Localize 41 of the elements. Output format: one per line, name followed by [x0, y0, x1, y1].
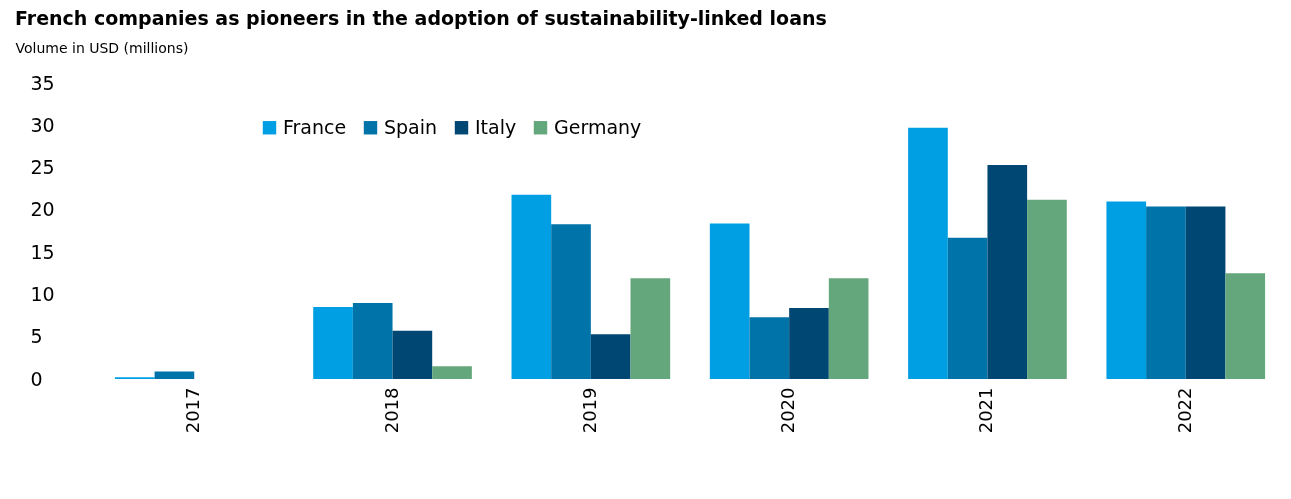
y-tick-label: 0 — [30, 367, 43, 390]
bar — [352, 302, 393, 379]
bar — [630, 278, 671, 379]
bar — [551, 224, 591, 379]
bar — [749, 317, 790, 379]
x-tick-label: 2020 — [777, 387, 799, 434]
bar — [908, 127, 948, 379]
chart-title: French companies as pioneers in the adoption of sustainability-linked loans — [15, 7, 827, 29]
bar — [432, 366, 472, 379]
bar — [1106, 201, 1147, 379]
bar — [1146, 206, 1186, 379]
bar — [789, 307, 829, 379]
legend-label: France — [283, 115, 347, 138]
legend-label: Germany — [554, 115, 642, 138]
bar — [590, 334, 631, 379]
y-tick-label: 10 — [30, 282, 55, 305]
x-tick-label: 2021 — [975, 387, 997, 434]
legend-label: Italy — [475, 115, 517, 138]
x-tick-label: 2017 — [182, 387, 204, 434]
legend-label: Spain — [384, 115, 438, 138]
bar — [947, 237, 988, 379]
y-tick-label: 35 — [30, 71, 55, 94]
x-tick-label: 2018 — [380, 387, 402, 434]
bar — [154, 371, 195, 379]
y-tick-label: 25 — [30, 156, 55, 179]
y-tick-label: 30 — [30, 113, 55, 136]
bar — [987, 165, 1028, 379]
bar — [709, 223, 750, 379]
bar — [1185, 206, 1226, 379]
x-tick-label: 2019 — [578, 387, 600, 434]
bar — [392, 330, 433, 379]
y-tick-label: 20 — [30, 198, 55, 221]
x-tick-label: 2022 — [1173, 387, 1195, 434]
y-axis-title: Volume in USD (millions) — [15, 39, 189, 56]
y-tick-label: 5 — [30, 325, 43, 348]
bar — [1225, 273, 1266, 379]
bar — [313, 307, 353, 379]
bar — [828, 278, 869, 379]
bar — [1027, 199, 1067, 379]
bar — [511, 194, 552, 379]
y-tick-label: 15 — [30, 240, 55, 263]
